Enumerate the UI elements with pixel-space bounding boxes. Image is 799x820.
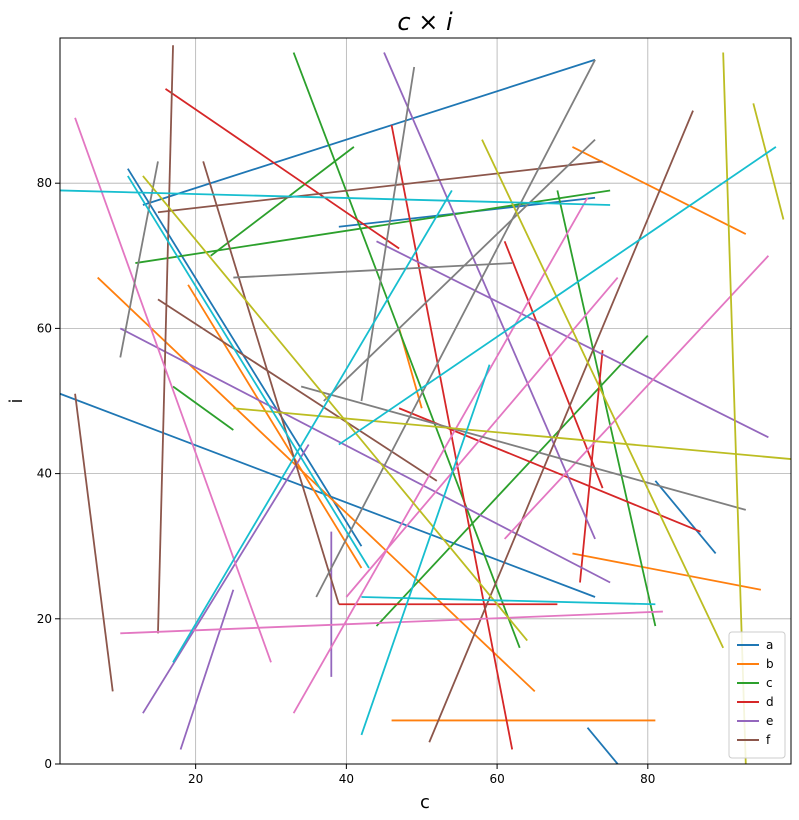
- x-tick-label: 60: [489, 772, 504, 786]
- series-6-segment-1: [120, 610, 663, 635]
- series-0-segment-4: [654, 480, 717, 555]
- series-2-segment-3: [172, 385, 234, 431]
- series-9-segment-2: [127, 175, 370, 569]
- series-6-segment-3: [503, 255, 770, 540]
- series-9-segment-3: [338, 146, 777, 446]
- series-2-segment-2: [292, 52, 521, 649]
- series-8-segment-4: [752, 103, 785, 220]
- legend-label-b: b: [766, 657, 774, 671]
- chart-title: c × i: [397, 8, 453, 36]
- plot-frame: [59, 37, 792, 765]
- series-2-segment-1: [210, 146, 355, 257]
- legend-label-e: e: [766, 714, 773, 728]
- legend-label-f: f: [766, 733, 771, 747]
- series-7-segment-1: [315, 59, 596, 598]
- y-tick-label: 60: [37, 321, 52, 335]
- series-1-segment-2: [572, 552, 762, 591]
- series-4-segment-1: [383, 52, 596, 540]
- x-axis-label: c: [420, 792, 430, 813]
- series-5-segment-5: [157, 160, 603, 214]
- series-3-segment-0: [164, 88, 400, 250]
- y-axis-label: i: [6, 398, 27, 403]
- y-axis: 0 20 40 60 80: [37, 176, 60, 771]
- series-7-segment-0: [119, 161, 159, 358]
- series-9-segment-4: [360, 364, 491, 736]
- series-6-segment-2: [292, 197, 589, 714]
- series-8-segment-1: [233, 407, 792, 460]
- series-7-segment-5: [323, 138, 596, 402]
- series-3-segment-2: [503, 240, 604, 489]
- series-0-segment-2: [127, 168, 363, 547]
- series-9-segment-0: [59, 189, 611, 206]
- series-0-segment-1: [142, 58, 596, 206]
- y-tick-label: 80: [37, 176, 52, 190]
- series-2-segment-4: [375, 335, 649, 627]
- x-tick-label: 40: [339, 772, 354, 786]
- series-4-segment-5: [376, 240, 769, 439]
- series-layer: [59, 45, 792, 765]
- y-tick-label: 0: [44, 757, 52, 771]
- series-7-segment-4: [300, 385, 747, 511]
- series-0-segment-3: [586, 727, 619, 765]
- series-5-segment-1: [157, 45, 174, 634]
- legend-label-a: a: [766, 638, 773, 652]
- series-7-segment-2: [360, 66, 416, 402]
- x-axis: 20 40 60 80: [188, 764, 655, 786]
- series-5-segment-4: [428, 110, 694, 743]
- series-7-segment-3: [233, 262, 513, 279]
- series-5-segment-3: [157, 298, 438, 482]
- series-4-segment-0: [119, 327, 611, 584]
- series-8-segment-0: [142, 175, 528, 642]
- series-1-segment-0: [97, 276, 536, 693]
- legend-label-d: d: [766, 695, 774, 709]
- series-5-segment-2: [202, 161, 340, 605]
- series-2-segment-5: [556, 190, 657, 627]
- series-8-segment-2: [481, 139, 724, 649]
- y-tick-label: 20: [37, 612, 52, 626]
- series-6-segment-0: [74, 117, 272, 663]
- series-4-segment-3: [179, 589, 235, 750]
- series-9-segment-1: [172, 190, 453, 663]
- x-tick-label: 20: [188, 772, 203, 786]
- y-tick-label: 40: [37, 467, 52, 481]
- series-1-segment-5: [187, 284, 363, 569]
- legend-label-c: c: [766, 676, 773, 690]
- series-5-segment-0: [74, 393, 114, 692]
- x-tick-label: 80: [640, 772, 655, 786]
- series-4-segment-2: [142, 444, 310, 714]
- series-9-segment-5: [361, 596, 656, 606]
